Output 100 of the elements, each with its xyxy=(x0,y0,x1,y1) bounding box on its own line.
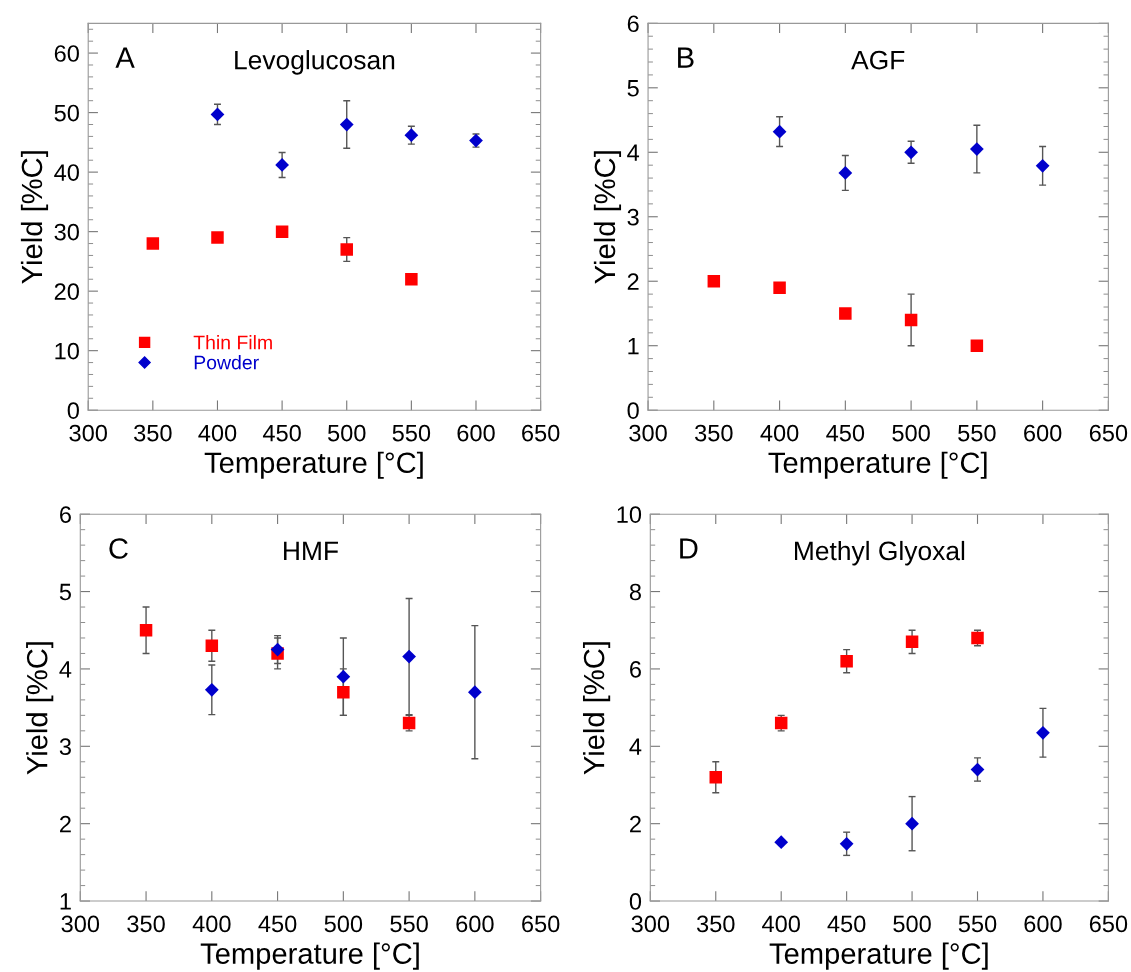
y-tick-label: 6 xyxy=(630,661,641,678)
x-tick-label: 300 xyxy=(631,915,670,933)
point xyxy=(772,124,787,139)
point xyxy=(204,682,219,697)
point xyxy=(839,836,854,851)
y-axis-title: Yield [%C] xyxy=(26,642,54,775)
annotation: B xyxy=(678,47,694,68)
legend-label: Thin Film xyxy=(193,335,272,350)
annotation: D xyxy=(680,538,698,559)
y-tick-label: 8 xyxy=(629,583,641,601)
point xyxy=(773,281,786,294)
y-tick-label: 10 xyxy=(617,506,642,523)
text: HMF xyxy=(284,541,338,561)
x-tick-label: 600 xyxy=(456,915,494,933)
y-tick-label: 6 xyxy=(60,506,71,523)
x-tick-label: 450 xyxy=(826,424,865,442)
point xyxy=(405,273,418,286)
y-tick-label: 50 xyxy=(54,104,79,122)
x-tick-label: 350 xyxy=(127,915,165,933)
text: Methyl Glyoxal xyxy=(795,540,965,566)
point xyxy=(339,117,354,132)
point xyxy=(139,623,153,637)
x-tick-label: 550 xyxy=(958,915,997,933)
x-tick-label: 450 xyxy=(827,915,866,933)
y-tick-label: 1 xyxy=(628,338,639,355)
annotation: C xyxy=(109,538,128,559)
y-axis-title: Yield [%C] xyxy=(20,151,49,284)
point xyxy=(904,145,918,160)
point xyxy=(340,243,353,256)
x-tick-label: 600 xyxy=(1024,424,1062,442)
annotation: A xyxy=(115,47,135,68)
text: AGF xyxy=(851,50,905,70)
y-tick-label: 2 xyxy=(630,815,641,833)
point xyxy=(774,716,788,730)
x-tick-label: 600 xyxy=(457,424,495,442)
y-tick-label: 0 xyxy=(627,402,639,419)
x-tick-label: 650 xyxy=(1089,424,1128,442)
x-tick-label: 350 xyxy=(695,424,733,442)
x-tick-label: 650 xyxy=(522,915,560,933)
x-axis-title: Temperature [°C] xyxy=(768,451,987,479)
point xyxy=(1036,725,1050,740)
point xyxy=(275,158,289,172)
x-tick-label: 600 xyxy=(1024,915,1062,933)
x-tick-label: 400 xyxy=(762,915,800,933)
y-tick-label: 2 xyxy=(60,815,71,833)
x-tick-label: 400 xyxy=(198,424,237,442)
point xyxy=(205,639,219,652)
x-tick-label: 450 xyxy=(258,915,297,933)
y-tick-label: 0 xyxy=(629,893,642,910)
x-tick-label: 550 xyxy=(958,424,996,442)
x-tick-label: 400 xyxy=(192,915,231,933)
x-axis-title: Temperature [°C] xyxy=(200,942,419,970)
point xyxy=(275,225,289,238)
x-tick-label: 450 xyxy=(262,424,301,442)
point xyxy=(467,685,482,700)
point xyxy=(337,685,350,699)
x-tick-label: 500 xyxy=(324,915,363,933)
y-tick-label: 4 xyxy=(59,661,72,678)
x-axis-title: Temperature [°C] xyxy=(769,942,988,970)
point xyxy=(709,771,723,784)
y-tick-label: 4 xyxy=(629,738,642,755)
point xyxy=(905,816,919,831)
x-tick-label: 500 xyxy=(892,424,930,442)
y-tick-label: 3 xyxy=(59,738,71,756)
y-axis-title: Yield [%C] xyxy=(582,642,611,775)
legend-label: Powder xyxy=(194,355,259,370)
y-tick-label: 10 xyxy=(55,342,79,360)
y-tick-label: 0 xyxy=(67,402,79,419)
y-axis-title: Yield [%C] xyxy=(593,151,622,284)
x-tick-label: 300 xyxy=(69,424,107,442)
y-tick-label: 1 xyxy=(60,893,71,910)
y-tick-label: 60 xyxy=(54,45,79,62)
point xyxy=(774,835,789,850)
x-tick-label: 550 xyxy=(392,424,431,442)
x-tick-label: 500 xyxy=(327,424,366,442)
point xyxy=(210,107,225,122)
x-tick-label: 500 xyxy=(893,915,931,933)
x-tick-label: 650 xyxy=(1089,915,1128,933)
point xyxy=(970,339,984,352)
point xyxy=(904,313,918,327)
point xyxy=(402,649,416,664)
x-tick-label: 350 xyxy=(134,424,172,442)
point xyxy=(270,642,285,657)
x-tick-label: 350 xyxy=(696,915,735,933)
point xyxy=(211,231,224,244)
y-tick-label: 5 xyxy=(627,80,639,97)
y-tick-label: 40 xyxy=(54,164,79,181)
y-tick-label: 5 xyxy=(59,583,71,601)
y-tick-label: 2 xyxy=(627,273,639,290)
point xyxy=(707,274,721,288)
point xyxy=(336,669,351,684)
x-axis-title: Temperature [°C] xyxy=(204,451,423,479)
x-tick-label: 650 xyxy=(522,424,560,442)
text: Levoglucosan xyxy=(235,50,395,75)
point xyxy=(838,166,853,180)
point xyxy=(969,142,984,156)
y-tick-label: 6 xyxy=(627,15,639,33)
x-tick-label: 300 xyxy=(61,915,100,933)
y-tick-label: 20 xyxy=(54,283,79,300)
y-tick-label: 3 xyxy=(627,208,639,226)
